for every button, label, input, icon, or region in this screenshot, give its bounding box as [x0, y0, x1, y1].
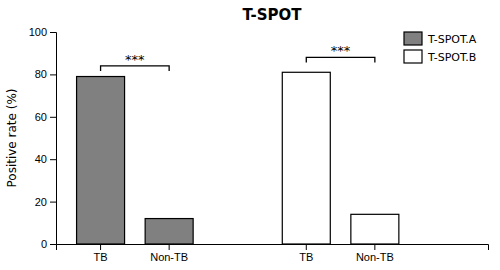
bar: [351, 214, 399, 244]
tick-mark: [100, 244, 101, 250]
tick-mark: [50, 32, 56, 33]
title: T-SPOT: [242, 6, 302, 24]
legend-item: T-SPOT.A: [404, 32, 477, 46]
tick-label: Non-TB: [356, 251, 394, 263]
tick-label: 60: [35, 111, 47, 123]
tick: TB: [94, 244, 108, 263]
bars: [77, 72, 399, 244]
significance-label: ***: [331, 43, 351, 58]
legend-label: T-SPOT.A: [427, 33, 477, 46]
tick: TB: [299, 244, 313, 263]
tick: 80: [35, 68, 56, 80]
legend-swatch: [404, 32, 422, 45]
legend-swatch: [404, 50, 422, 63]
tick-mark: [50, 202, 56, 203]
plot: 0 20 40 60 80 100 TB Non-TB TB Non-TB *** *** T-SPOT…: [29, 26, 489, 263]
tick-label: 40: [35, 153, 47, 165]
x-axis: TB Non-TB TB Non-TB: [57, 244, 489, 263]
annotations: *** ***: [101, 43, 375, 70]
tick-mark: [374, 244, 375, 250]
tick-label: TB: [299, 251, 313, 263]
tick: 40: [35, 153, 56, 165]
y-axis: 0 20 40 60 80 100: [29, 26, 57, 250]
significance-label: ***: [125, 52, 145, 67]
chart-svg: T-SPOT020406080100TBNon-TBTBNon-TB******…: [0, 0, 500, 270]
tick: Non-TB: [150, 244, 188, 263]
bar: [282, 72, 330, 244]
tick-label: TB: [94, 251, 108, 263]
legend: T-SPOT.A T-SPOT.B: [404, 32, 477, 64]
tick-label: 20: [35, 196, 47, 208]
tick-label: 80: [35, 68, 47, 80]
tick: 20: [35, 196, 56, 208]
y-axis-title: Positive rate (%): [5, 88, 19, 187]
tick-mark: [169, 244, 170, 250]
tick-mark: [50, 159, 56, 160]
tick-mark: [50, 117, 56, 118]
tick: 0: [41, 238, 56, 250]
tick-mark: [50, 244, 56, 245]
bar: [145, 219, 193, 244]
axis-line: [57, 245, 489, 251]
tick: 100: [29, 26, 56, 38]
tick-label: 100: [29, 26, 47, 38]
tick-label: 0: [41, 238, 47, 250]
bar: [77, 77, 125, 244]
tick-mark: [50, 74, 56, 75]
legend-item: T-SPOT.B: [404, 50, 476, 64]
tick-label: Non-TB: [150, 251, 188, 263]
tick-mark: [306, 244, 307, 250]
chart-container: T-SPOT020406080100TBNon-TBTBNon-TB******…: [0, 0, 500, 270]
legend-label: T-SPOT.B: [427, 51, 476, 64]
tick: Non-TB: [356, 244, 394, 263]
axis-line: [50, 33, 57, 245]
tick: 60: [35, 111, 56, 123]
